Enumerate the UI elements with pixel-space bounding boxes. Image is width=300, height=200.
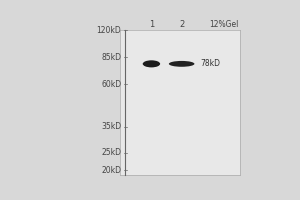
- Text: 12%Gel: 12%Gel: [209, 20, 239, 29]
- Text: 20kD: 20kD: [101, 166, 121, 175]
- Text: 2: 2: [179, 20, 184, 29]
- Bar: [120, 30, 240, 175]
- Text: 25kD: 25kD: [101, 148, 121, 157]
- Ellipse shape: [169, 61, 194, 67]
- Text: 35kD: 35kD: [101, 122, 121, 131]
- Text: 1: 1: [149, 20, 154, 29]
- Text: 60kD: 60kD: [101, 80, 121, 89]
- Text: 85kD: 85kD: [101, 53, 121, 62]
- Text: 78kD: 78kD: [200, 59, 220, 68]
- Ellipse shape: [143, 60, 160, 67]
- Text: 120kD: 120kD: [97, 26, 121, 35]
